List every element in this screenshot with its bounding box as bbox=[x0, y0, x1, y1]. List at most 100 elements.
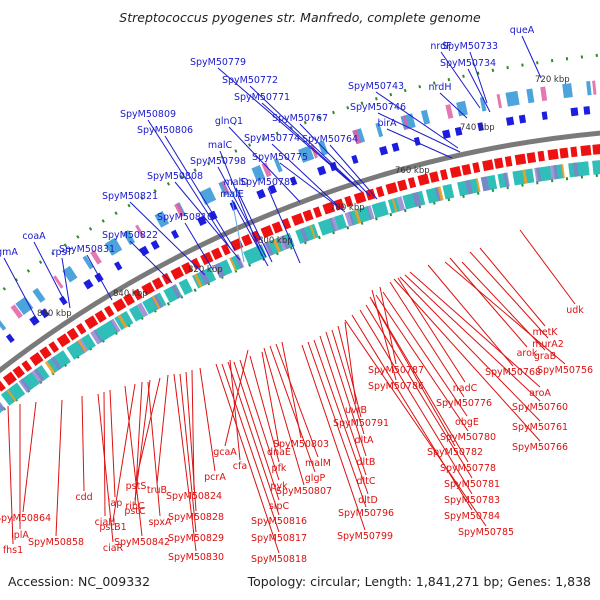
leader-spym50810 bbox=[184, 222, 214, 271]
leader-spym50733 bbox=[469, 51, 488, 104]
leader-pyk bbox=[239, 359, 280, 481]
leader-trub bbox=[156, 374, 169, 485]
tick-label-820-kbp: 820 kbp bbox=[188, 265, 223, 275]
gene-label-fhs1: fhs1 bbox=[3, 545, 23, 556]
gene-label-aroa: aroA bbox=[529, 388, 551, 399]
gene-label-spym50784: SpyM50784 bbox=[444, 511, 500, 522]
gene-label-glgp: glgP bbox=[305, 473, 326, 484]
leader-spym50734 bbox=[467, 68, 491, 113]
leader-gcaa bbox=[224, 349, 249, 447]
leader-spym50783 bbox=[359, 309, 473, 495]
gene-label-spym50764: SpyM50764 bbox=[302, 134, 358, 145]
gene-label-gcaa: gcaA bbox=[213, 447, 237, 458]
reverse-feature-stripes bbox=[0, 160, 600, 414]
leader-spym50796 bbox=[307, 341, 367, 508]
leader-spym50766 bbox=[393, 278, 541, 442]
gene-label-arok: arok bbox=[517, 348, 538, 359]
gene-label-spym50780: SpyM50780 bbox=[440, 432, 496, 443]
gene-label-bira: birA bbox=[377, 118, 397, 129]
gene-label-spym50816: SpyM50816 bbox=[251, 516, 307, 527]
gene-label-spym50761: SpyM50761 bbox=[512, 422, 568, 433]
leader-spym50772 bbox=[249, 85, 359, 189]
gene-label-metk: metK bbox=[532, 327, 558, 338]
leader-spym50829 bbox=[179, 373, 197, 533]
gene-label-spym50822: SpyM50822 bbox=[102, 230, 158, 241]
scale-tick-labels: 720 kbp 740 kbp 760 kbp 780 kbp 800 kbp 820 k… bbox=[37, 75, 570, 319]
gene-label-spym50817: SpyM50817 bbox=[251, 533, 307, 544]
leader-spym50778 bbox=[371, 299, 469, 463]
gene-label-spym50768: SpyM50768 bbox=[485, 367, 541, 378]
leader-dltc bbox=[319, 335, 367, 476]
gene-label-spym50767: SpyM50767 bbox=[272, 113, 328, 124]
tick-label-800-kbp: 800 kbp bbox=[258, 236, 293, 246]
leader-spym50768 bbox=[427, 264, 514, 367]
tick-label-740-kbp: 740 kbp bbox=[460, 123, 495, 133]
gene-label-lpla: lplA bbox=[11, 530, 29, 541]
gene-label-spym50775: SpyM50775 bbox=[252, 152, 308, 163]
leader-spym50864 bbox=[22, 401, 37, 513]
gene-label-spym50756: SpyM50756 bbox=[537, 365, 593, 376]
leader-quea bbox=[521, 35, 542, 79]
leader-spym50818 bbox=[215, 363, 280, 554]
leader-spym50807 bbox=[263, 347, 305, 486]
leader-malm bbox=[275, 343, 319, 458]
gene-label-male: malE bbox=[220, 189, 244, 200]
leader-spym50775 bbox=[279, 162, 346, 213]
gene-label-cfa: cfa bbox=[233, 461, 247, 472]
gene-label-spym50806: SpyM50806 bbox=[137, 125, 193, 136]
gene-label-malm: malM bbox=[305, 458, 331, 469]
leader-obge bbox=[382, 291, 468, 417]
forward-arrows bbox=[0, 105, 600, 352]
leader-bira bbox=[386, 128, 453, 159]
gene-label-dlta: dltA bbox=[355, 435, 374, 446]
gene-label-dltb: dltB bbox=[357, 457, 376, 468]
leader-spym50771 bbox=[261, 102, 363, 193]
gene-label-glnq1: glnQ1 bbox=[215, 116, 243, 127]
leader-spym50780 bbox=[375, 294, 469, 432]
gene-label-spym50783: SpyM50783 bbox=[444, 495, 500, 506]
gene-label-spym50818: SpyM50818 bbox=[251, 554, 307, 565]
leader-spym50817 bbox=[221, 363, 280, 533]
gene-label-spym50830: SpyM50830 bbox=[168, 552, 224, 563]
leader-spym50808 bbox=[174, 181, 241, 261]
gene-label-pyk: pyk bbox=[270, 481, 288, 492]
gene-label-dnae: dnaE bbox=[267, 447, 291, 458]
leader-spym50789 bbox=[267, 187, 301, 264]
gene-label-ribc: ribC bbox=[125, 501, 145, 512]
gene-label-ciah: ciaH bbox=[95, 517, 116, 528]
leader-spym50816 bbox=[227, 361, 280, 516]
gene-label-spym50733: SpyM50733 bbox=[442, 41, 498, 52]
gene-label-spym50743: SpyM50743 bbox=[348, 81, 404, 92]
leader-nrdf bbox=[440, 51, 481, 109]
gene-label-spym50798: SpyM50798 bbox=[190, 156, 246, 167]
gene-label-spym50799: SpyM50799 bbox=[337, 531, 393, 542]
leader-coaa bbox=[33, 241, 65, 301]
gene-label-spym50778: SpyM50778 bbox=[440, 463, 496, 474]
leader-spym50831 bbox=[86, 254, 113, 301]
leader-spym50858 bbox=[55, 399, 63, 537]
leader-mura2 bbox=[469, 251, 549, 339]
gene-label-spxa: spxA bbox=[148, 517, 172, 528]
leader-spym50821 bbox=[129, 201, 206, 276]
gene-label-spym50779: SpyM50779 bbox=[190, 57, 246, 68]
gene-label-rpst: rpsT bbox=[52, 247, 73, 258]
leader-spym50784 bbox=[351, 314, 473, 511]
gene-label-grab: graB bbox=[534, 351, 556, 362]
leader-spym50791 bbox=[337, 325, 362, 418]
leader-mald bbox=[235, 187, 273, 263]
leader-glnq1 bbox=[228, 126, 301, 203]
leader-glgp bbox=[269, 345, 316, 473]
reverse-arrows bbox=[0, 144, 600, 393]
leader-spym50779 bbox=[217, 67, 351, 183]
gene-label-spym50734: SpyM50734 bbox=[440, 58, 496, 69]
accession-label: Accession: NC_009332 bbox=[8, 574, 151, 589]
leader-malc bbox=[219, 150, 263, 257]
gene-label-quea: queA bbox=[510, 25, 535, 36]
leader-ciar bbox=[97, 393, 114, 543]
leader-spym50803 bbox=[281, 341, 302, 439]
leader-pgma bbox=[3, 257, 39, 323]
gene-label-spym50774: SpyM50774 bbox=[244, 133, 300, 144]
gene-label-spym50809: SpyM50809 bbox=[120, 109, 176, 120]
